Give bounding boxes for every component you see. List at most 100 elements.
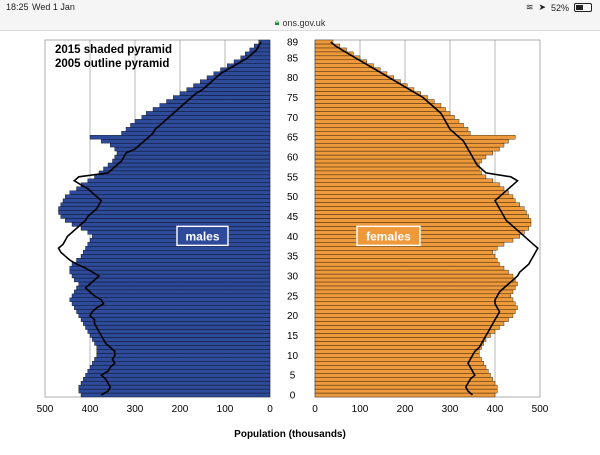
- age-tick-label: 15: [287, 331, 299, 342]
- female-bar: [314, 254, 496, 259]
- age-tick-label: 25: [287, 291, 299, 302]
- male-bar: [112, 158, 271, 164]
- male-2005-outline: [57, 41, 262, 396]
- female-bar: [314, 115, 455, 120]
- male-x-tick-label: 400: [82, 404, 99, 415]
- female-bar: [314, 250, 493, 255]
- female-bar: [314, 321, 505, 326]
- male-bar: [74, 305, 271, 310]
- male-bar: [125, 127, 271, 132]
- female-bar: [314, 206, 525, 211]
- male-bar: [76, 257, 271, 263]
- females-label-box: [356, 225, 421, 247]
- age-tick-label: 40: [287, 232, 299, 243]
- male-bar: [130, 123, 271, 128]
- male-bar: [159, 103, 271, 108]
- male-bar: [62, 198, 271, 203]
- age-tick-label: 70: [287, 113, 299, 124]
- male-bar: [78, 384, 271, 390]
- female-x-tick-label: 500: [532, 404, 549, 415]
- age-tick-label: 20: [287, 311, 299, 322]
- male-bar: [85, 246, 271, 251]
- female-bar: [314, 285, 516, 291]
- female-bar: [314, 309, 516, 314]
- female-bar: [314, 103, 442, 108]
- male-bar: [76, 186, 271, 191]
- male-x-tick-label: 100: [217, 404, 234, 415]
- female-bar: [314, 369, 489, 374]
- female-bar: [314, 166, 480, 172]
- male-bar: [74, 277, 271, 283]
- male-bar: [94, 341, 271, 346]
- female-bar: [314, 261, 500, 267]
- female-bar: [314, 333, 491, 338]
- male-bar: [60, 214, 271, 219]
- female-bar: [314, 392, 496, 398]
- female-bar: [314, 111, 451, 116]
- location-icon: ➤: [538, 2, 546, 12]
- age-tick-label: 80: [287, 73, 299, 84]
- male-bar: [141, 115, 271, 120]
- female-bar: [314, 87, 415, 92]
- male-bar: [69, 190, 271, 195]
- female-bar: [314, 127, 469, 132]
- female-bar: [314, 384, 498, 390]
- female-bar: [314, 301, 516, 306]
- male-bar: [94, 357, 271, 362]
- male-x-tick-label: 300: [127, 404, 144, 415]
- male-bar: [85, 373, 271, 378]
- female-bar: [314, 210, 527, 215]
- female-bar: [314, 349, 480, 354]
- male-bar: [114, 154, 271, 160]
- females-label: females: [366, 229, 411, 243]
- female-bar: [314, 190, 509, 195]
- male-bar: [71, 293, 271, 299]
- male-bar: [87, 329, 271, 334]
- age-tick-label: 89: [287, 37, 299, 48]
- female-bar: [314, 186, 505, 191]
- female-bar: [314, 158, 482, 164]
- male-x-tick-label: 200: [172, 404, 189, 415]
- male-x-tick-label: 0: [267, 404, 273, 415]
- age-tick-label: 60: [287, 153, 299, 164]
- female-bar: [314, 353, 480, 358]
- female-bar: [314, 305, 518, 310]
- male-bar: [76, 285, 271, 291]
- address-bar[interactable]: 🔒︎ ons.gov.uk: [0, 14, 600, 31]
- male-bar: [107, 162, 271, 168]
- male-bar: [83, 321, 271, 326]
- population-pyramid-chart: 0 5 10 15 20 25 30 35 40 45 50 55 60 65 70 75 80 85 89 500 4…: [0, 31, 600, 450]
- male-bar: [103, 166, 271, 172]
- female-bar: [314, 71, 388, 76]
- male-bar: [134, 119, 271, 124]
- male-bar: [152, 107, 271, 112]
- female-bar: [314, 273, 514, 279]
- female-bar: [314, 365, 487, 370]
- url-text[interactable]: ons.gov.uk: [282, 17, 326, 28]
- male-bar: [121, 131, 271, 136]
- x-axis-label: Population (thousands): [234, 429, 346, 440]
- male-bar: [92, 361, 271, 366]
- age-tick-label: 35: [287, 252, 299, 263]
- status-time: 18:25: [6, 2, 29, 12]
- male-bar: [69, 265, 271, 271]
- male-bar: [74, 289, 271, 295]
- battery-percent: 52%: [550, 2, 569, 13]
- male-bar: [89, 135, 271, 140]
- female-bar: [314, 67, 381, 72]
- female-bar: [314, 91, 421, 96]
- female-bar: [314, 329, 496, 334]
- female-bar: [314, 361, 484, 366]
- female-bar: [314, 170, 482, 176]
- female-bar: [314, 281, 518, 287]
- male-bar: [80, 317, 271, 322]
- male-bar: [71, 261, 271, 267]
- male-bar: [83, 376, 271, 382]
- males-label-box: [176, 225, 229, 247]
- female-bar: [314, 162, 480, 168]
- male-bar: [116, 150, 271, 156]
- female-bar: [314, 376, 493, 382]
- female-bar: [314, 131, 471, 136]
- male-bar: [254, 43, 271, 49]
- female-bar: [314, 107, 446, 112]
